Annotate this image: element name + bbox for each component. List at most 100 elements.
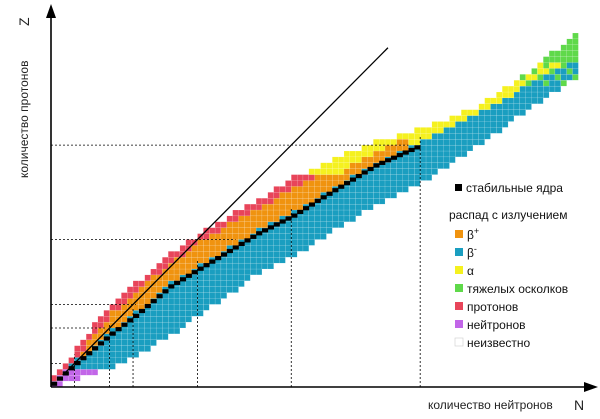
nuclide-cell <box>302 198 309 205</box>
nuclide-cell <box>232 274 239 281</box>
nuclide-cell <box>138 280 145 287</box>
nuclide-cell <box>226 262 233 270</box>
nuclide-cell <box>554 56 561 63</box>
nuclide-cell <box>91 333 99 340</box>
nuclide-cell <box>56 369 63 376</box>
nuclide-cell <box>209 292 216 299</box>
nuclide-cell <box>250 227 257 234</box>
nuclide-cell <box>425 162 433 169</box>
nuclide-cell <box>250 203 257 211</box>
nuclide-cell <box>261 203 268 211</box>
nuclide-cell <box>150 321 157 329</box>
nuclide-cell <box>173 268 181 276</box>
nuclide-cell <box>373 156 380 163</box>
stable-nucleus <box>232 245 239 250</box>
legend-stable-swatch <box>455 184 462 191</box>
nuclide-cell <box>308 233 315 240</box>
nuclide-cell <box>408 162 415 169</box>
nuclide-cell <box>197 239 204 246</box>
nuclide-cell <box>414 180 421 187</box>
nuclide-cell <box>132 345 140 352</box>
nuclide-cell <box>273 251 280 258</box>
nuclide-cell <box>144 339 151 346</box>
nuclide-cell <box>214 233 222 240</box>
nuclide-cell <box>572 32 579 40</box>
nuclide-cell <box>109 363 116 370</box>
nuclide-cell <box>472 115 479 122</box>
nuclide-cell <box>502 109 509 116</box>
nuclide-cell <box>80 369 87 376</box>
nuclide-cell <box>408 174 415 181</box>
nuclide-cell <box>554 85 561 93</box>
nuclide-cell <box>179 321 186 329</box>
nuclide-cell <box>513 103 520 110</box>
stable-nuclei <box>51 145 421 386</box>
nuclide-cell <box>402 162 409 169</box>
nuclide-cell <box>179 262 186 270</box>
nuclide-cell <box>132 304 140 311</box>
nuclide-cell <box>250 239 257 246</box>
nuclide-cell <box>226 227 233 234</box>
nuclide-cell <box>144 316 151 323</box>
nuclide-cell <box>326 186 333 193</box>
nuclide-cell <box>531 80 538 87</box>
nuclide-cell <box>296 198 304 205</box>
nuclide-cell <box>132 339 140 346</box>
nuclide-cell <box>525 103 532 110</box>
nuclide-cell <box>220 227 227 234</box>
nuclide-cell <box>173 292 181 299</box>
nuclide-cell <box>255 209 263 217</box>
nuclide-cell <box>203 268 210 276</box>
nuclide-cell <box>560 50 567 57</box>
nuclide-cell <box>408 156 415 163</box>
nuclide-cell <box>314 180 321 187</box>
nuclide-cell <box>355 150 362 158</box>
stable-nucleus <box>338 184 345 189</box>
stable-nucleus <box>215 255 222 261</box>
nuclide-cell <box>132 321 140 329</box>
nuclide-cell <box>267 251 274 258</box>
nuclide-cell <box>238 221 245 228</box>
nuclide-cell <box>296 192 304 199</box>
nuclide-cell <box>97 363 104 370</box>
nuclide-cell <box>255 257 263 264</box>
stable-nucleus <box>51 381 58 386</box>
nuclide-cell <box>273 215 280 222</box>
nuclide-cell <box>349 150 356 158</box>
nuclide-cell <box>91 363 99 370</box>
nuclide-cell <box>390 192 397 199</box>
stable-nucleus <box>390 155 398 160</box>
nuclide-cell <box>420 144 427 152</box>
nuclide-cell <box>402 156 409 163</box>
nuclide-cell <box>373 150 380 158</box>
nuclide-cell <box>291 251 298 258</box>
stable-nucleus <box>297 209 304 215</box>
nuclide-cell <box>373 174 380 181</box>
nuclide-cell <box>390 180 397 187</box>
nuclide-cell <box>267 257 274 264</box>
nuclide-cell <box>572 44 579 51</box>
nuclide-cell <box>408 168 415 175</box>
legend-swatch-beta_plus <box>455 230 463 238</box>
nuclide-cell <box>220 257 227 264</box>
nuclide-cell <box>326 174 333 181</box>
nuclide-cell <box>332 209 339 217</box>
nuclide-cell <box>244 221 251 228</box>
nuclide-cell <box>267 262 274 270</box>
nuclide-cell <box>197 245 204 252</box>
nuclide-cell <box>343 186 350 193</box>
stable-nucleus <box>197 266 204 271</box>
nuclide-cell <box>396 156 403 163</box>
stable-nucleus <box>56 376 64 381</box>
stable-nucleus <box>314 198 321 203</box>
nuclide-cell <box>244 245 251 252</box>
nuclide-cell <box>361 192 368 199</box>
nuclide-cell <box>250 221 257 228</box>
nuclide-cell <box>220 286 227 293</box>
nuclide-cell <box>373 192 380 199</box>
stable-nucleus <box>97 341 105 346</box>
legend-label-heavy: тяжелых осколков <box>467 282 568 296</box>
nuclide-cell <box>379 144 386 152</box>
nuclide-cell <box>308 192 315 199</box>
nuclide-cell <box>162 280 169 287</box>
